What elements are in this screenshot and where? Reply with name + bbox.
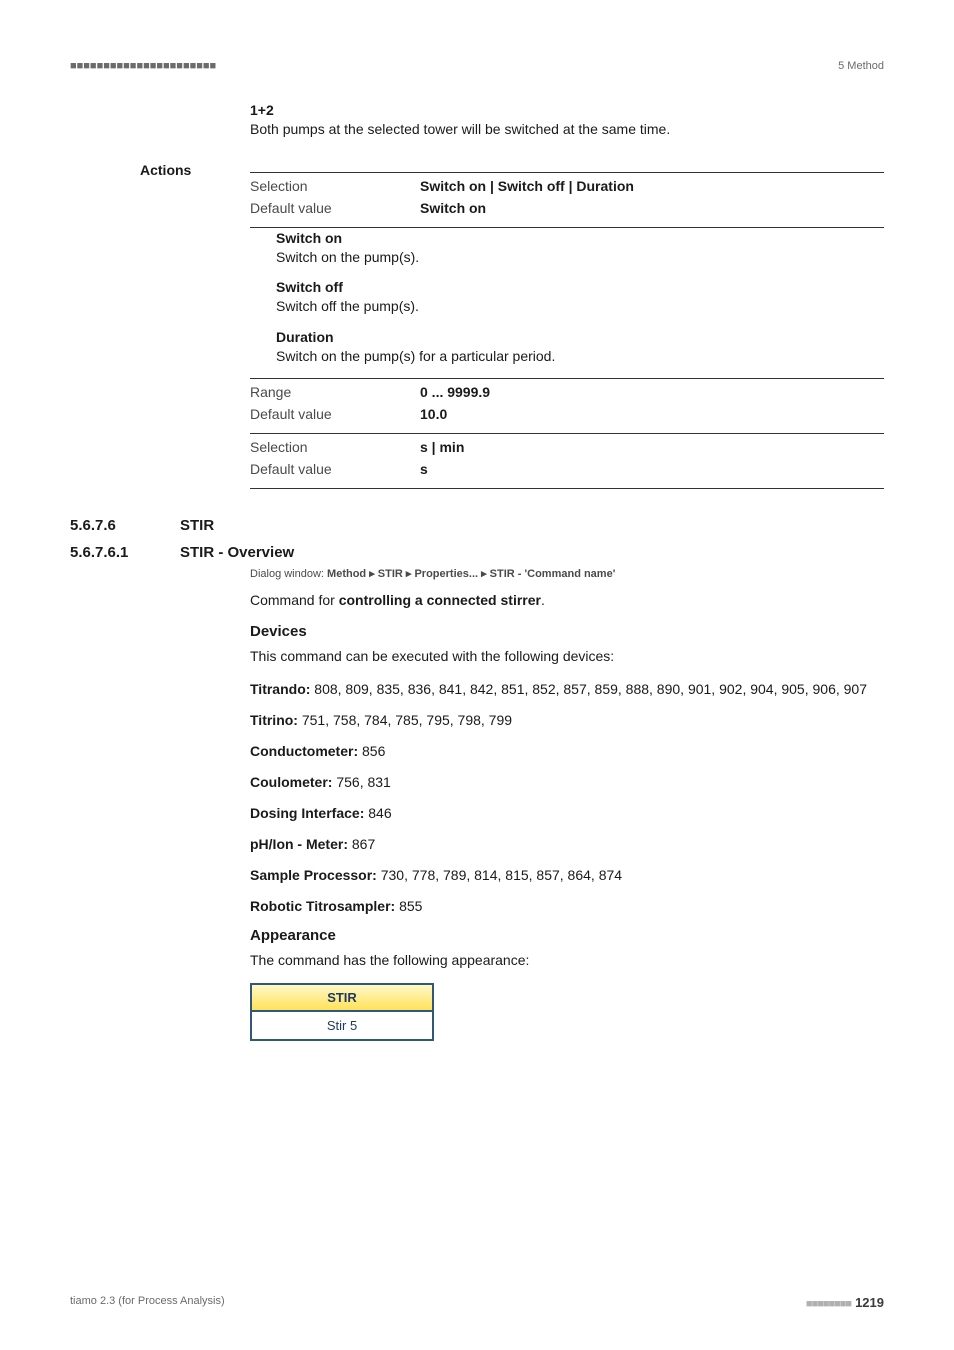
device-label: Conductometer: [250, 743, 358, 759]
stir-box-body: Stir 5 [252, 1012, 432, 1039]
device-titrino: Titrino: 751, 758, 784, 785, 795, 798, 7… [250, 710, 884, 731]
default-value: s [420, 458, 884, 480]
default-label: Default value [250, 197, 420, 219]
device-label: Dosing Interface: [250, 805, 364, 821]
divider [250, 378, 884, 379]
range-value: 0 ... 9999.9 [420, 381, 884, 403]
device-values: 751, 758, 784, 785, 795, 798, 799 [298, 712, 512, 728]
footer-bars: ■■■■■■■■ [806, 1298, 851, 1310]
default-value: Switch on [420, 197, 884, 219]
device-label: Titrando: [250, 681, 310, 697]
section-number: 5.6.7.6 [70, 517, 180, 534]
device-values: 730, 778, 789, 814, 815, 857, 864, 874 [377, 867, 622, 883]
section-number: 5.6.7.6.1 [70, 544, 180, 561]
dialog-path-text: Method ▸ STIR ▸ Properties... ▸ STIR - '… [327, 568, 615, 580]
device-conductometer: Conductometer: 856 [250, 741, 884, 762]
device-values: 856 [358, 743, 385, 759]
def-term: Duration [276, 329, 884, 345]
page-header: ■■■■■■■■■■■■■■■■■■■■■■ 5 Method [70, 60, 884, 72]
actions-table-3: Selection s | min Default value s [250, 436, 884, 480]
intro-bold: controlling a connected stirrer [339, 592, 541, 608]
section-stir: 5.6.7.6 STIR [70, 517, 884, 534]
table-row: Range 0 ... 9999.9 [250, 381, 884, 403]
actions-table-1: Selection Switch on | Switch off | Durat… [250, 175, 884, 219]
divider [250, 227, 884, 228]
device-titrando: Titrando: 808, 809, 835, 836, 841, 842, … [250, 679, 884, 700]
def-desc: Switch on the pump(s) for a particular p… [276, 347, 884, 367]
one-plus-two-heading: 1+2 [250, 102, 884, 118]
device-values: 756, 831 [332, 774, 390, 790]
divider [250, 433, 884, 434]
device-sample-processor: Sample Processor: 730, 778, 789, 814, 81… [250, 865, 884, 886]
device-label: pH/Ion - Meter: [250, 836, 348, 852]
device-values: 846 [364, 805, 391, 821]
device-ph-ion-meter: pH/Ion - Meter: 867 [250, 834, 884, 855]
actions-table-2: Range 0 ... 9999.9 Default value 10.0 [250, 381, 884, 425]
device-values: 808, 809, 835, 836, 841, 842, 851, 852, … [310, 681, 867, 697]
header-left-bars: ■■■■■■■■■■■■■■■■■■■■■■ [70, 60, 216, 72]
table-row: Selection s | min [250, 436, 884, 458]
one-plus-two-desc: Both pumps at the selected tower will be… [250, 120, 884, 140]
actions-label: Actions [140, 162, 191, 178]
selection-label: Selection [250, 436, 420, 458]
devices-heading: Devices [250, 623, 884, 640]
dialog-prefix: Dialog window: [250, 568, 327, 580]
def-switch-off: Switch off Switch off the pump(s). [276, 279, 884, 317]
divider [250, 172, 884, 173]
device-label: Robotic Titrosampler: [250, 898, 395, 914]
header-right: 5 Method [838, 60, 884, 72]
appearance-intro: The command has the following appearance… [250, 950, 884, 971]
stir-intro: Command for controlling a connected stir… [250, 590, 884, 611]
def-term: Switch on [276, 230, 884, 246]
stir-command-box: STIR Stir 5 [250, 983, 434, 1041]
device-dosing-interface: Dosing Interface: 846 [250, 803, 884, 824]
table-row: Default value 10.0 [250, 403, 884, 425]
range-label: Range [250, 381, 420, 403]
intro-pre: Command for [250, 592, 339, 608]
section-title: STIR [180, 517, 214, 534]
appearance-heading: Appearance [250, 927, 884, 944]
def-duration: Duration Switch on the pump(s) for a par… [276, 329, 884, 367]
dialog-path: Dialog window: Method ▸ STIR ▸ Propertie… [250, 567, 884, 580]
devices-intro: This command can be executed with the fo… [250, 646, 884, 667]
section-stir-overview: 5.6.7.6.1 STIR - Overview [70, 544, 884, 561]
footer-right: ■■■■■■■■ 1219 [806, 1295, 884, 1310]
table-row: Default value s [250, 458, 884, 480]
stir-box-header: STIR [252, 985, 432, 1012]
table-row: Selection Switch on | Switch off | Durat… [250, 175, 884, 197]
device-label: Coulometer: [250, 774, 332, 790]
default-label: Default value [250, 403, 420, 425]
def-switch-on: Switch on Switch on the pump(s). [276, 230, 884, 268]
selection-value: Switch on | Switch off | Duration [420, 175, 884, 197]
device-values: 855 [395, 898, 422, 914]
divider [250, 488, 884, 489]
device-robotic-titrosampler: Robotic Titrosampler: 855 [250, 896, 884, 917]
device-coulometer: Coulometer: 756, 831 [250, 772, 884, 793]
device-values: 867 [348, 836, 375, 852]
section-title: STIR - Overview [180, 544, 294, 561]
selection-value: s | min [420, 436, 884, 458]
one-plus-two-block: 1+2 Both pumps at the selected tower wil… [250, 102, 884, 140]
def-desc: Switch on the pump(s). [276, 248, 884, 268]
def-desc: Switch off the pump(s). [276, 297, 884, 317]
def-term: Switch off [276, 279, 884, 295]
footer-left: tiamo 2.3 (for Process Analysis) [70, 1295, 225, 1310]
table-row: Default value Switch on [250, 197, 884, 219]
footer-page-number: 1219 [855, 1295, 884, 1310]
device-label: Titrino: [250, 712, 298, 728]
default-label: Default value [250, 458, 420, 480]
intro-post: . [541, 592, 545, 608]
default-value: 10.0 [420, 403, 884, 425]
selection-label: Selection [250, 175, 420, 197]
page-footer: tiamo 2.3 (for Process Analysis) ■■■■■■■… [70, 1295, 884, 1310]
device-label: Sample Processor: [250, 867, 377, 883]
